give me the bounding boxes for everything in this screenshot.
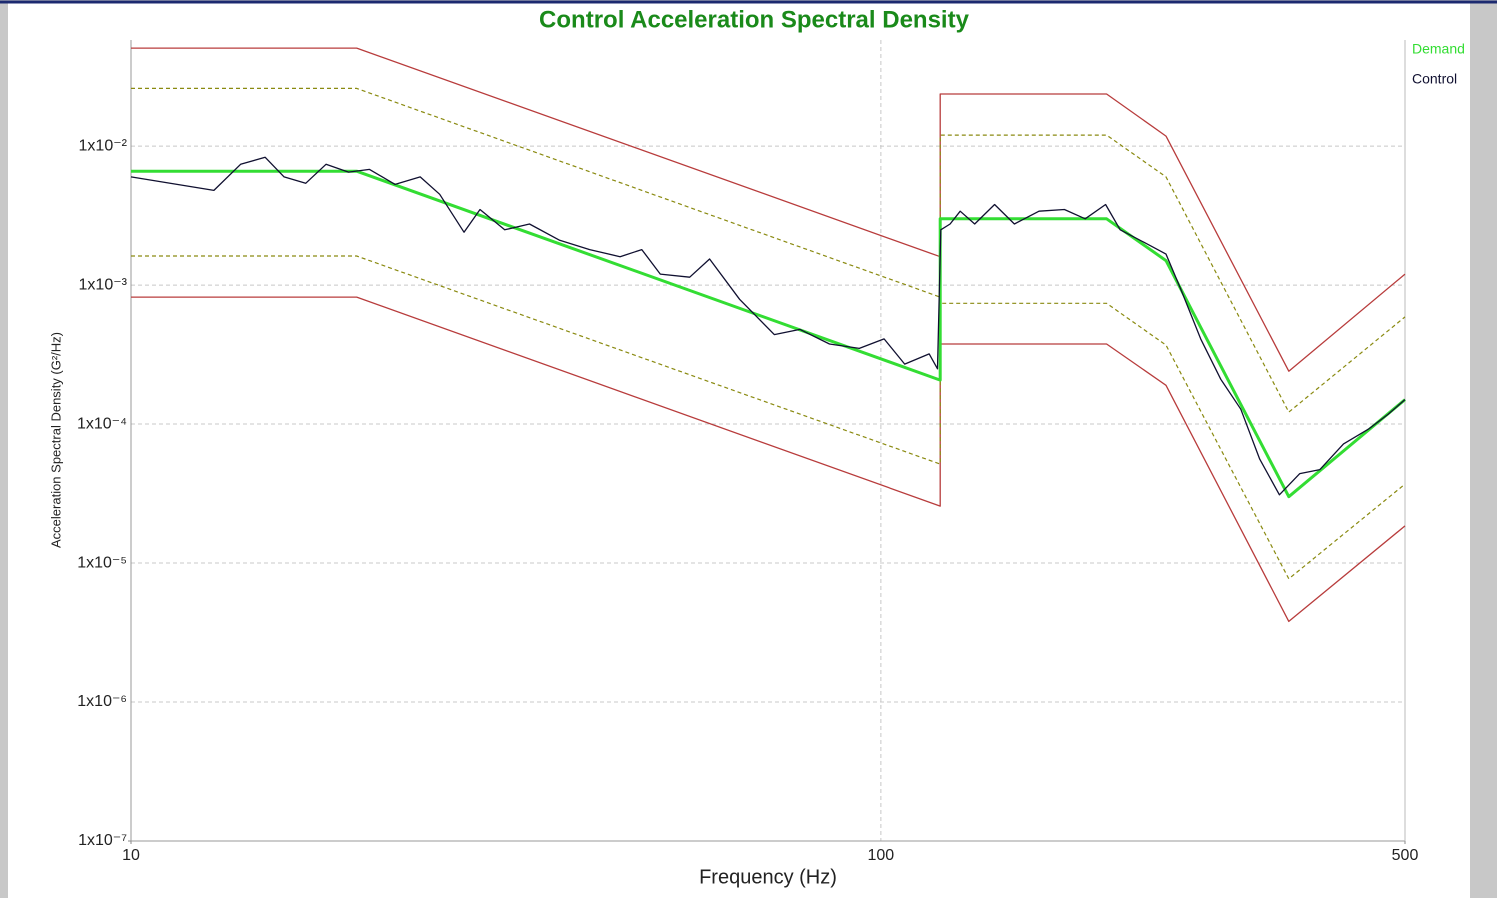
legend-label: Demand [1412, 41, 1465, 57]
series-line [131, 296, 1406, 623]
x-tick-label: 10 [122, 847, 140, 864]
series-line [131, 47, 1406, 372]
chart-background [8, 3, 1470, 898]
series-line [130, 156, 1406, 496]
y-tick-label: 1x10⁻³ [79, 276, 128, 293]
x-tick-label: 100 [868, 847, 895, 864]
series-line [131, 255, 1406, 580]
legend-label: Control [1412, 71, 1457, 87]
y-tick-label: 1x10⁻⁴ [77, 415, 127, 432]
x-tick-label: 500 [1392, 847, 1419, 864]
y-tick-label: 1x10⁻² [79, 137, 128, 154]
y-tick-label: 1x10⁻⁷ [78, 832, 127, 849]
y-axis-label: Acceleration Spectral Density (G²/Hz) [48, 332, 63, 548]
y-tick-label: 1x10⁻⁶ [77, 693, 127, 710]
y-tick-label: 1x10⁻⁵ [77, 554, 127, 571]
chart-title: Control Acceleration Spectral Density [539, 6, 970, 33]
x-axis-label: Frequency (Hz) [699, 866, 837, 888]
